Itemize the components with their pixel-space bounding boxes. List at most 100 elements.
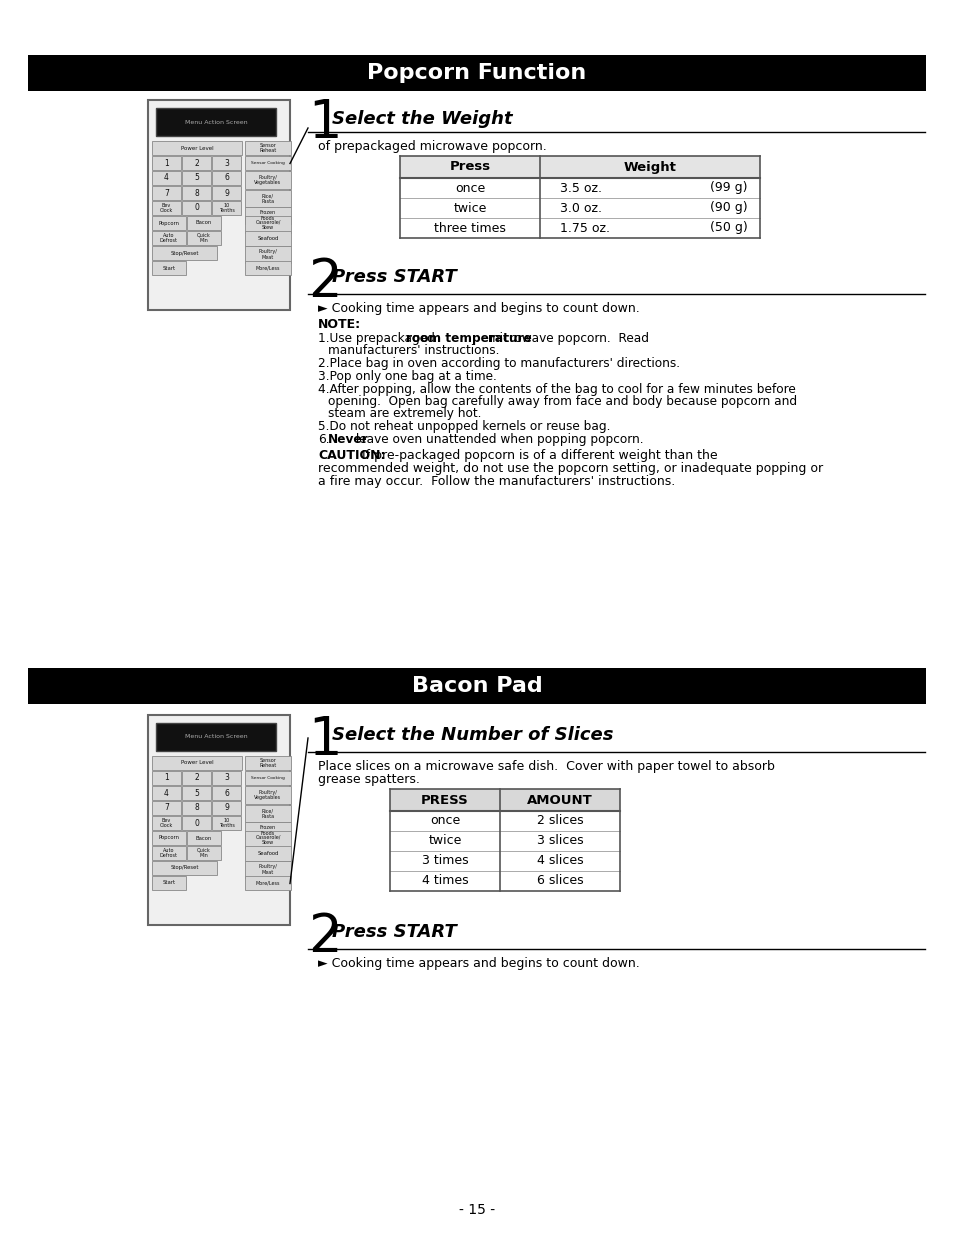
Text: Press: Press (449, 161, 490, 173)
Text: Start: Start (162, 265, 175, 270)
Text: 1: 1 (164, 158, 169, 167)
Text: If pre-packaged popcorn is of a different weight than the: If pre-packaged popcorn is of a differen… (358, 449, 718, 462)
Text: (99 g): (99 g) (710, 182, 747, 194)
Text: 6: 6 (224, 173, 229, 182)
Text: Place slices on a microwave safe dish.  Cover with paper towel to absorb: Place slices on a microwave safe dish. C… (317, 760, 774, 773)
Bar (28, 54, 925, 92)
Bar (152, 860, 216, 875)
Text: 2: 2 (308, 256, 341, 308)
Text: 3.Pop only one bag at a time.: 3.Pop only one bag at a time. (317, 370, 497, 383)
Text: Auto
Defrost: Auto Defrost (160, 233, 178, 244)
Text: 1: 1 (308, 97, 341, 149)
Text: 7: 7 (164, 803, 169, 812)
Text: - 15 -: - 15 - (458, 1203, 495, 1217)
Text: once: once (455, 182, 485, 194)
Text: 2: 2 (308, 911, 341, 963)
Text: NOTE:: NOTE: (317, 318, 361, 331)
Bar (245, 846, 291, 860)
Bar (148, 716, 290, 925)
Text: 2: 2 (193, 774, 198, 782)
Bar (245, 232, 291, 246)
Text: Sensor Cooking: Sensor Cooking (251, 161, 285, 165)
Text: 7: 7 (164, 188, 169, 198)
Text: once: once (430, 815, 459, 827)
Bar (156, 108, 275, 136)
Text: Sensor
Reheat: Sensor Reheat (259, 142, 276, 154)
Bar (182, 186, 211, 201)
Text: twice: twice (453, 202, 486, 214)
Bar (148, 100, 290, 310)
Text: twice: twice (428, 834, 461, 848)
Text: Popcorn: Popcorn (158, 836, 179, 841)
Text: Seafood: Seafood (257, 851, 278, 855)
Bar (245, 805, 291, 822)
Bar (152, 232, 186, 245)
Text: opening.  Open bag carefully away from face and body because popcorn and: opening. Open bag carefully away from fa… (328, 395, 797, 409)
Text: Press START: Press START (332, 924, 456, 941)
Bar (399, 156, 760, 178)
Bar (212, 786, 241, 800)
Text: Bev
Clock: Bev Clock (160, 203, 172, 213)
Text: Frozen
Foods: Frozen Foods (259, 825, 275, 836)
Bar (245, 246, 291, 262)
Bar (245, 171, 291, 189)
Text: a fire may occur.  Follow the manufacturers' instructions.: a fire may occur. Follow the manufacture… (317, 475, 675, 488)
Text: ► Cooking time appears and begins to count down.: ► Cooking time appears and begins to cou… (317, 957, 639, 971)
Text: Sensor Cooking: Sensor Cooking (251, 776, 285, 780)
Bar (245, 261, 291, 275)
Bar (152, 171, 181, 184)
Bar (152, 771, 181, 785)
Text: Weight: Weight (623, 161, 676, 173)
Text: Seafood: Seafood (257, 236, 278, 241)
Text: Start: Start (162, 880, 175, 885)
Text: Poultry/
Vegetables: Poultry/ Vegetables (254, 175, 281, 186)
Text: Stop/Reset: Stop/Reset (170, 250, 198, 255)
Bar (212, 186, 241, 201)
Text: Stop/Reset: Stop/Reset (170, 865, 198, 870)
Bar (245, 141, 291, 155)
Text: 3: 3 (224, 158, 229, 167)
Bar (390, 789, 619, 811)
Bar (212, 171, 241, 184)
Text: steam are extremely hot.: steam are extremely hot. (328, 407, 481, 420)
Text: Power Level: Power Level (180, 760, 213, 765)
Text: room temperature: room temperature (405, 332, 531, 345)
Text: Menu Action Screen: Menu Action Screen (185, 734, 247, 739)
Bar (245, 156, 291, 170)
Bar (152, 186, 181, 201)
Text: More/Less: More/Less (255, 265, 280, 270)
Text: Bev
Clock: Bev Clock (160, 817, 172, 828)
Text: More/Less: More/Less (255, 880, 280, 885)
Text: 2 slices: 2 slices (537, 815, 582, 827)
Text: 5.Do not reheat unpopped kernels or reuse bag.: 5.Do not reheat unpopped kernels or reus… (317, 420, 610, 433)
Bar (152, 846, 186, 860)
Bar (187, 831, 221, 846)
Text: (50 g): (50 g) (709, 222, 747, 234)
Text: 0: 0 (193, 818, 199, 827)
Bar (28, 669, 925, 704)
Text: grease spatters.: grease spatters. (317, 773, 419, 786)
Text: CAUTION:: CAUTION: (317, 449, 385, 462)
Text: 8: 8 (193, 803, 198, 812)
Text: 5: 5 (193, 173, 199, 182)
Bar (187, 846, 221, 860)
Text: Popcorn: Popcorn (158, 220, 179, 225)
Text: 1.75 oz.: 1.75 oz. (559, 222, 609, 234)
Text: Sensor
Reheat: Sensor Reheat (259, 758, 276, 769)
Bar (182, 771, 211, 785)
Bar (187, 215, 221, 230)
Text: 9: 9 (224, 188, 229, 198)
Bar (245, 860, 291, 878)
Text: Never: Never (328, 433, 368, 446)
Text: Select the Weight: Select the Weight (332, 110, 512, 128)
Bar (182, 786, 211, 800)
Bar (245, 215, 291, 233)
Text: 4.After popping, allow the contents of the bag to cool for a few minutes before: 4.After popping, allow the contents of t… (317, 383, 795, 396)
Text: 2: 2 (193, 158, 198, 167)
Text: leave oven unattended when popping popcorn.: leave oven unattended when popping popco… (352, 433, 643, 446)
Text: Press START: Press START (332, 267, 456, 286)
Bar (182, 201, 211, 215)
Text: PRESS: PRESS (420, 794, 468, 806)
Bar (187, 232, 221, 245)
Text: Poultry/
Meat: Poultry/ Meat (258, 249, 277, 260)
